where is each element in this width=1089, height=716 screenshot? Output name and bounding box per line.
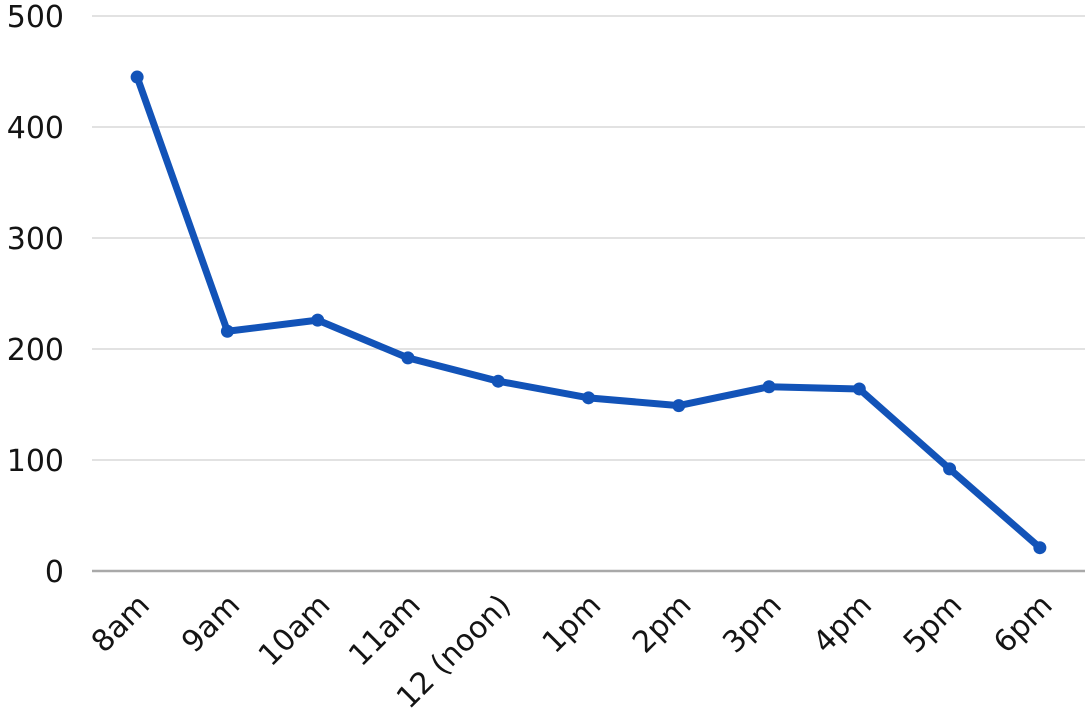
x-tick-label: 6pm <box>987 588 1059 660</box>
x-tick-label: 2pm <box>626 588 698 660</box>
x-tick-label: 9am <box>175 588 247 660</box>
data-point <box>852 382 866 396</box>
x-tick-label: 11am <box>342 588 427 673</box>
x-tick-label: 5pm <box>897 588 969 660</box>
data-point <box>220 324 234 338</box>
y-tick-label: 500 <box>7 0 64 35</box>
data-point <box>311 313 325 327</box>
data-line <box>133 73 1044 552</box>
y-tick-label: 100 <box>7 444 64 479</box>
data-point <box>943 462 957 476</box>
x-tick-label: 1pm <box>536 588 608 660</box>
data-point <box>1033 541 1047 555</box>
y-tick-label: 400 <box>7 111 64 146</box>
x-tick-label: 8am <box>85 588 157 660</box>
data-point <box>582 391 595 405</box>
data-point <box>672 399 686 413</box>
data-point <box>491 374 505 388</box>
y-tick-label: 0 <box>45 555 64 590</box>
x-tick-label: 4pm <box>807 588 879 660</box>
y-tick-label: 200 <box>7 333 64 368</box>
x-tick-label: 10am <box>252 588 337 673</box>
y-tick-label: 300 <box>7 222 64 257</box>
x-tick-label: 3pm <box>716 588 788 660</box>
data-point <box>762 380 776 394</box>
data-point <box>401 351 415 365</box>
data-point <box>130 70 144 84</box>
